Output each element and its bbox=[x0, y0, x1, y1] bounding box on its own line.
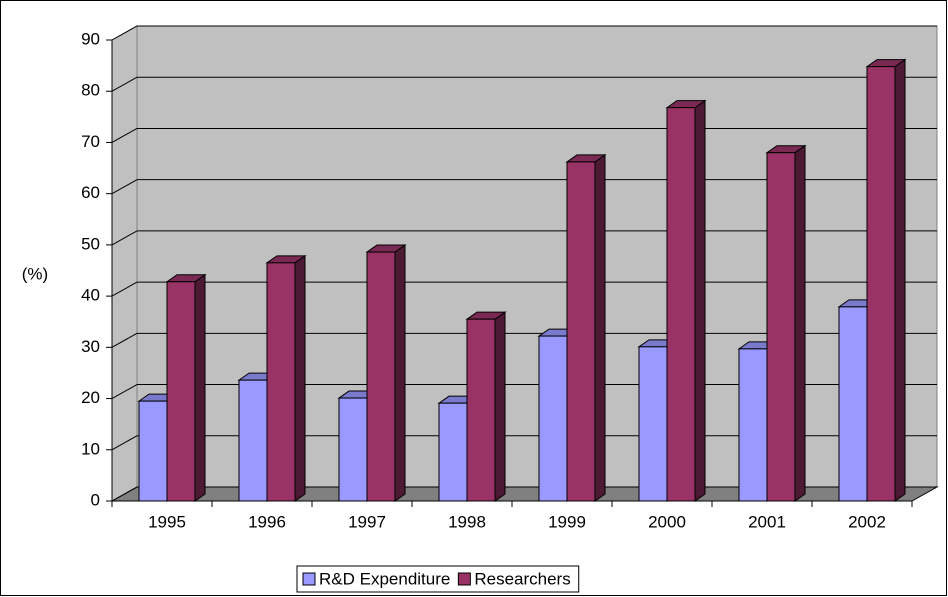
y-axis-label: (%) bbox=[22, 264, 48, 283]
y-tick-label: 30 bbox=[81, 337, 100, 356]
bar-side bbox=[194, 273, 206, 502]
bar bbox=[338, 397, 368, 502]
y-tick-label: 10 bbox=[81, 439, 100, 458]
bar bbox=[838, 306, 868, 502]
bar bbox=[638, 346, 668, 502]
x-tick-label: 2000 bbox=[648, 512, 686, 531]
y-tick-label: 40 bbox=[81, 286, 100, 305]
y-tick-label: 20 bbox=[81, 388, 100, 407]
grid-line bbox=[111, 486, 138, 502]
bar bbox=[866, 66, 896, 502]
bar bbox=[666, 107, 696, 502]
bar-side bbox=[694, 99, 706, 502]
bar bbox=[738, 348, 768, 502]
legend-box bbox=[296, 565, 580, 593]
x-tick-label: 1997 bbox=[348, 512, 386, 531]
bar bbox=[566, 161, 596, 502]
grid-line bbox=[111, 25, 138, 41]
bar-side bbox=[594, 153, 606, 502]
bar bbox=[138, 400, 168, 502]
bar bbox=[166, 281, 196, 502]
bar-side bbox=[794, 144, 806, 502]
legend-swatch bbox=[457, 572, 471, 586]
grid-line bbox=[111, 230, 138, 246]
grid-line bbox=[111, 332, 138, 348]
grid-line bbox=[111, 76, 138, 92]
y-tick-label: 60 bbox=[81, 183, 100, 202]
x-tick-label: 1996 bbox=[248, 512, 286, 531]
bar bbox=[266, 262, 296, 502]
bar bbox=[238, 379, 268, 502]
bar bbox=[538, 335, 568, 502]
y-tick-label: 50 bbox=[81, 234, 100, 253]
y-tick-label: 0 bbox=[91, 490, 100, 509]
y-tick-label: 70 bbox=[81, 132, 100, 151]
y-tick-label: 80 bbox=[81, 81, 100, 100]
grid-line bbox=[111, 179, 138, 195]
grid-line bbox=[111, 435, 138, 451]
legend-label: Researchers bbox=[474, 569, 570, 588]
bar-side bbox=[394, 244, 406, 502]
floor bbox=[110, 486, 939, 502]
y-tick-label: 90 bbox=[81, 29, 100, 48]
bar-side bbox=[294, 254, 306, 502]
bar-side bbox=[894, 58, 906, 502]
grid-line bbox=[111, 281, 138, 297]
legend-swatch bbox=[302, 572, 316, 586]
bar bbox=[438, 402, 468, 502]
bar bbox=[466, 318, 496, 502]
x-tick-label: 2001 bbox=[748, 512, 786, 531]
grid-line bbox=[111, 128, 138, 143]
x-tick-label: 1999 bbox=[548, 512, 586, 531]
x-tick-label: 1995 bbox=[148, 512, 186, 531]
bar bbox=[366, 251, 396, 502]
side-wall bbox=[111, 25, 138, 502]
legend: R&D Expenditure Researchers bbox=[296, 565, 580, 593]
x-tick-label: 1998 bbox=[448, 512, 486, 531]
x-tick-label: 2002 bbox=[848, 512, 886, 531]
grid-line bbox=[111, 384, 138, 399]
legend-label: R&D Expenditure bbox=[319, 569, 450, 588]
bar bbox=[766, 152, 796, 502]
bar-side bbox=[494, 311, 506, 502]
